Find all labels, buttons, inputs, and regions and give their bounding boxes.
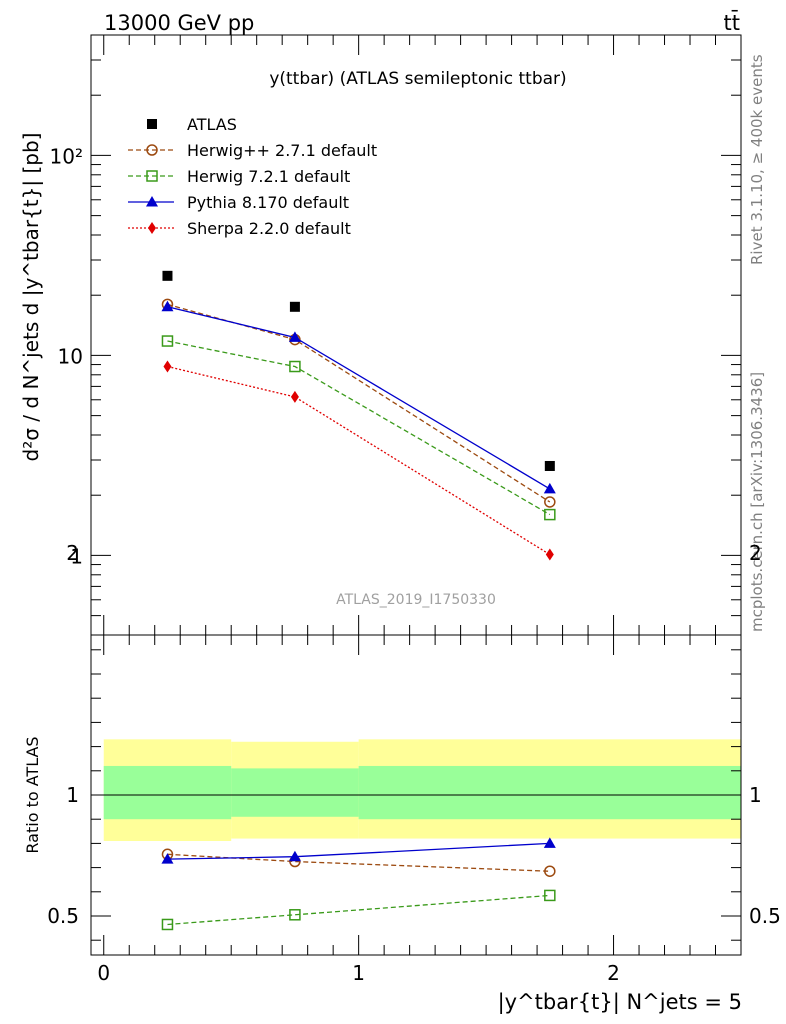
uncertainty-band-inner <box>231 768 359 817</box>
ratio-point-herwig-7-2-1-default <box>161 918 174 931</box>
ratio-y-ticks: 0.5 0.51 12 2 <box>47 541 781 941</box>
legend-marker-herwig-7-2-1-default <box>146 170 158 182</box>
ratio-y-tick-label-right: 2 <box>749 541 762 565</box>
legend-label-pythia-8-170-default: Pythia 8.170 default <box>187 193 349 212</box>
data-point-herwig-7-2-1-default <box>289 360 301 373</box>
ratio-y-tick-label-left: 1 <box>66 783 79 807</box>
x-tick-label: 1 <box>352 961 365 985</box>
header-process-label: tt̄ <box>724 10 740 35</box>
ratio-y-tick-label-right: 0.5 <box>749 904 781 928</box>
series-line-herwig-7-2-1-default <box>167 340 551 516</box>
ratio-point-herwig-7-2-1-default <box>544 889 556 902</box>
rivet-version-label: Rivet 3.1.10, ≥ 400k events <box>748 54 766 265</box>
legend-marker-atlas <box>147 119 157 129</box>
ratio-point-herwig-7-2-1-default <box>289 909 301 921</box>
legend: ATLAS Herwig++ 2.7.1 default Herwig 7.2.1 … <box>128 115 377 238</box>
legend-label-herwig-7-2-1-default: Herwig 7.2.1 default <box>187 167 350 186</box>
ratio-y-tick-label-right: 1 <box>749 783 762 807</box>
ratio-point-pythia-8-170-default <box>543 837 556 848</box>
data-point-pythia-8-170-default <box>161 300 174 312</box>
data-point-herwig-2-7-1-default <box>544 496 556 508</box>
y-tick-label: 10² <box>50 144 83 168</box>
ratio-y-axis-label: Ratio to ATLAS <box>23 736 42 853</box>
data-point-atlas <box>289 301 300 312</box>
analysis-label: ATLAS_2019_I1750330 <box>336 592 496 608</box>
data-point-herwig-7-2-1-default <box>161 335 174 347</box>
data-point-atlas <box>544 460 555 471</box>
chart-title: y(ttbar) (ATLAS semileptonic ttbar) <box>269 69 566 89</box>
data-point-sherpa-2-2-0-default <box>163 360 172 373</box>
ratio-y-tick-label-left: 0.5 <box>47 904 79 928</box>
y-tick-label: 1 <box>70 544 83 568</box>
data-point-pythia-8-170-default <box>543 482 556 494</box>
ratio-line-pythia-8-170-default <box>167 842 550 860</box>
y-tick-label: 10 <box>58 344 83 368</box>
series-line-sherpa-2-2-0-default <box>167 365 551 556</box>
uncertainty-band-inner <box>103 765 232 820</box>
ratio-line-herwig-7-2-1-default <box>167 894 550 926</box>
x-tick-label: 0 <box>97 961 110 985</box>
legend-marker-sherpa-2-2-0-default <box>148 222 156 234</box>
main-series-layer <box>161 270 556 561</box>
legend-label-herwig-2-7-1-default: Herwig++ 2.7.1 default <box>187 141 377 160</box>
uncertainty-band-inner <box>358 765 741 820</box>
ratio-point-pythia-8-170-default <box>161 853 174 864</box>
data-point-sherpa-2-2-0-default <box>545 548 554 561</box>
ratio-uncertainty-bands <box>103 739 741 841</box>
main-x-ticks <box>103 35 742 635</box>
data-point-pythia-8-170-default <box>288 331 301 342</box>
x-axis-label: |y^tbar{t}| N^jets = 5 <box>498 990 742 1015</box>
ratio-x-ticks: 0 1 2 <box>97 635 742 985</box>
x-tick-label: 2 <box>607 961 620 985</box>
ratio-point-pythia-8-170-default <box>288 850 301 862</box>
legend-marker-herwig-2-7-1-default <box>146 144 158 156</box>
main-y-axis-label: d²σ / d N^jets d |y^tbar{t}| [pb] <box>19 133 43 462</box>
data-point-sherpa-2-2-0-default <box>290 390 299 403</box>
legend-label-sherpa-2-2-0-default: Sherpa 2.2.0 default <box>187 219 351 238</box>
ratio-point-herwig-2-7-1-default <box>544 865 556 877</box>
series-line-pythia-8-170-default <box>167 306 551 490</box>
header-energy-label: 13000 GeV pp <box>104 11 254 35</box>
legend-label-atlas: ATLAS <box>187 115 237 134</box>
data-point-atlas <box>162 270 173 281</box>
data-point-herwig-7-2-1-default <box>544 508 556 521</box>
main-panel: 1 10 10² y(ttbar) (ATLAS semileptonic ttba… <box>19 34 742 636</box>
mcplots-label: mcplots.cern.ch [arXiv:1306.3436] <box>748 372 766 632</box>
ratio-y-tick-label-left: 2 <box>66 541 79 565</box>
ratio-series-layer <box>161 837 556 931</box>
ratio-line-herwig-2-7-1-default <box>167 853 550 872</box>
legend-marker-pythia-8-170-default <box>146 196 158 207</box>
